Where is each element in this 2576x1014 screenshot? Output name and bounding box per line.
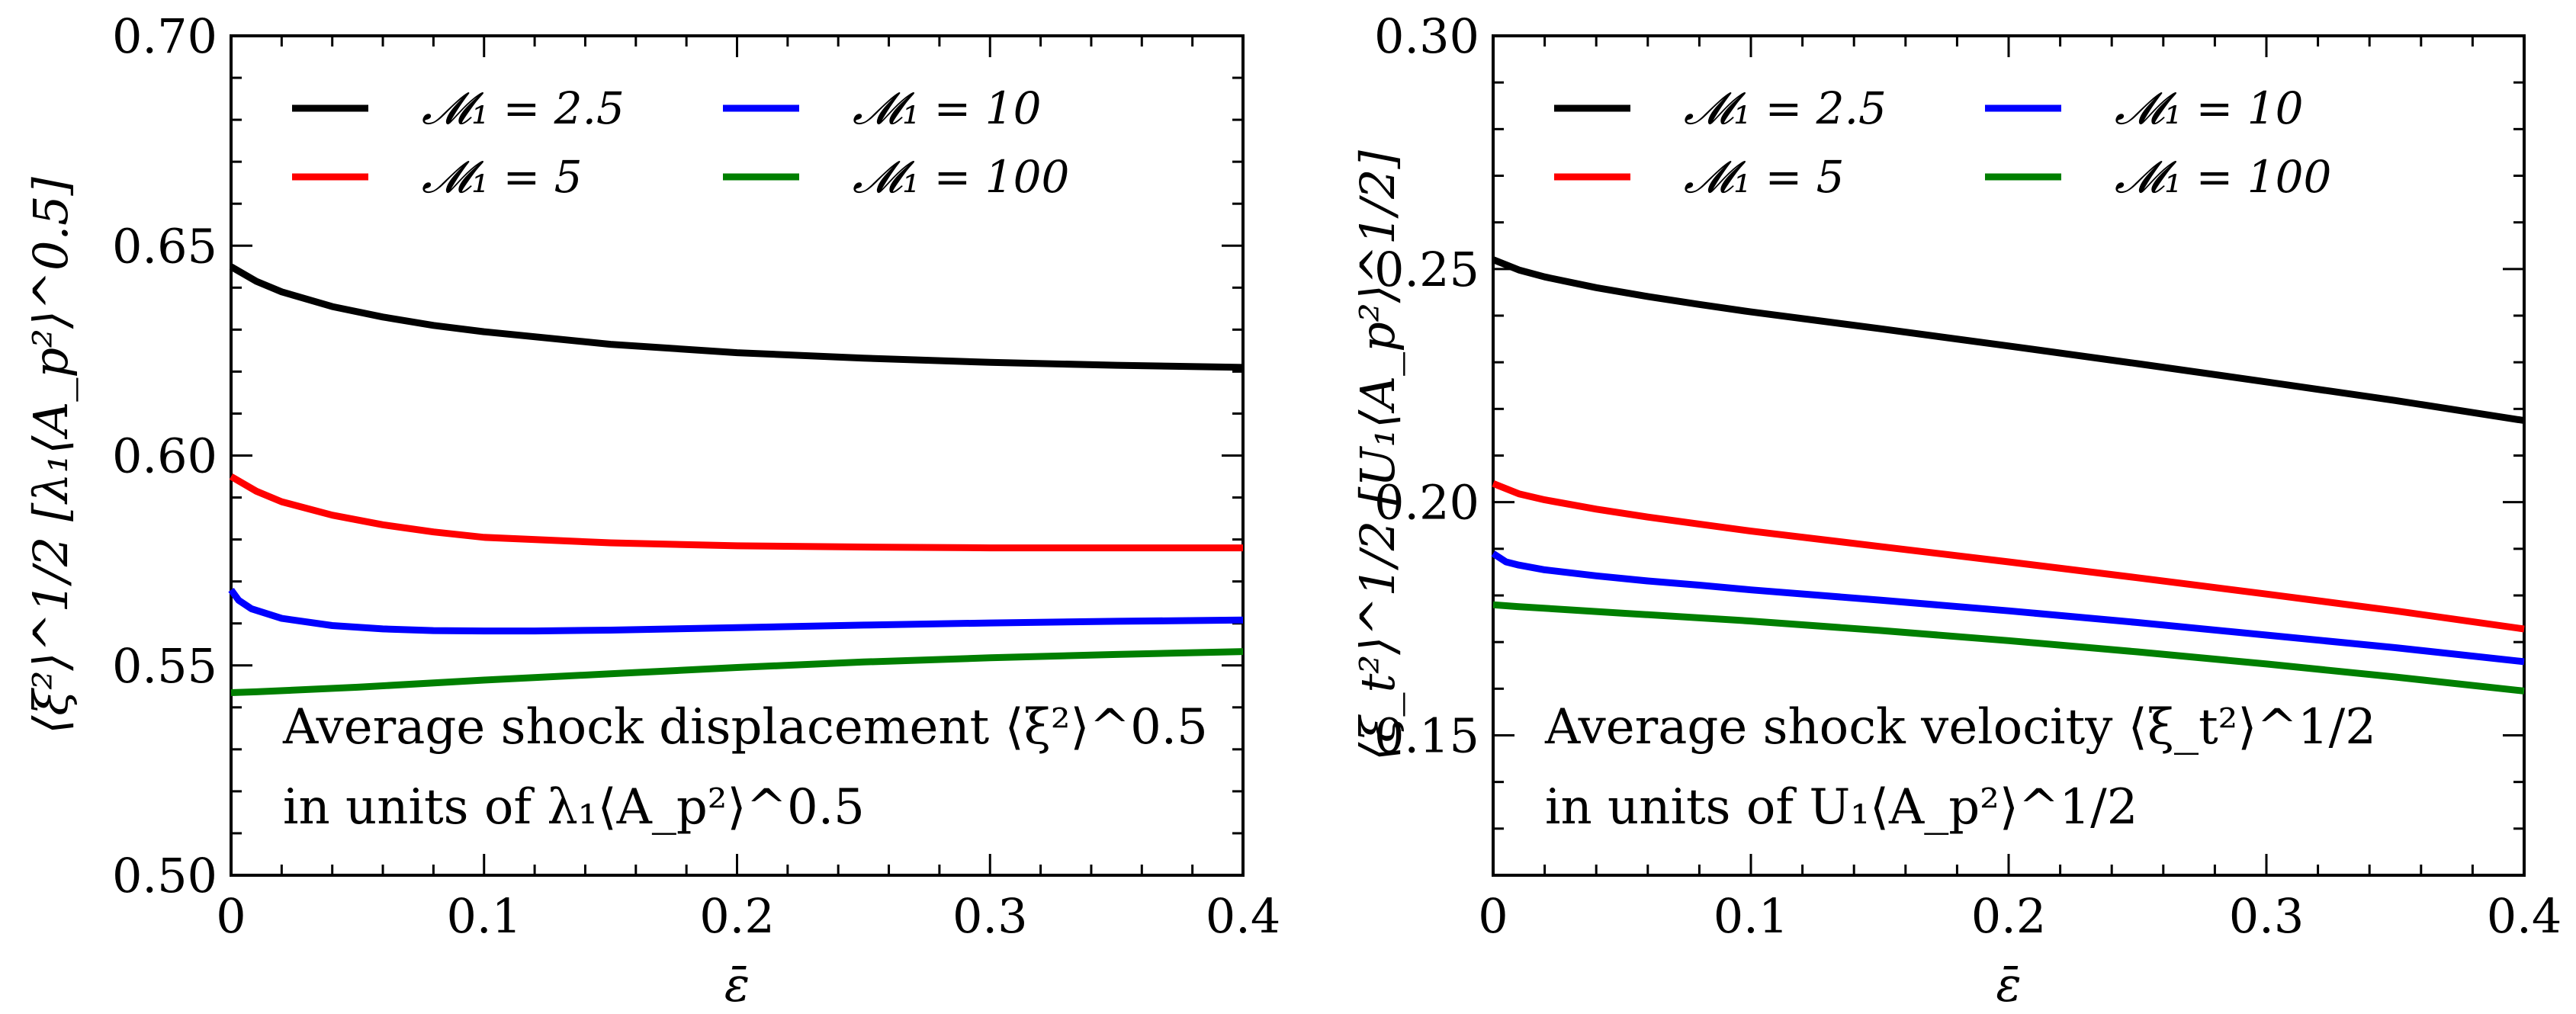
y-tick-label: 0.55 bbox=[112, 638, 217, 694]
x-tick-label: 0.2 bbox=[699, 888, 775, 944]
legend-label: 𝓜₁ = 5 bbox=[1684, 151, 1845, 203]
x-tick-label: 0 bbox=[216, 888, 246, 944]
legend-label: 𝓜₁ = 10 bbox=[853, 82, 1042, 134]
chart-panel-2: 0 0.1 0.2 0.3 0.4 0.15 0.20 0.25 0.30 ε̄ ⟨ξ_t²⟩^1/… bbox=[1350, 8, 2562, 1012]
series-line-4 bbox=[1493, 605, 2524, 691]
x-axis-label: ε̄ bbox=[724, 957, 750, 1012]
legend-label: 𝓜₁ = 100 bbox=[2115, 151, 2331, 203]
y-tick-label: 0.20 bbox=[1374, 475, 1479, 531]
x-tick-label: 0 bbox=[1478, 888, 1508, 944]
legend-label: 𝓜₁ = 5 bbox=[422, 151, 583, 203]
y-tick-label: 0.25 bbox=[1374, 242, 1479, 297]
annotation-line-1: Average shock displacement ⟨ξ²⟩^0.5 bbox=[282, 699, 1208, 756]
x-tick-label: 0.4 bbox=[2487, 888, 2562, 944]
annotation-line-1: Average shock velocity ⟨ξ_t²⟩^1/2 bbox=[1544, 699, 2376, 756]
x-axis-label: ε̄ bbox=[1996, 957, 2021, 1012]
y-axis-label: ⟨ξ²⟩^1/2 [λ₁⟨A_p²⟩^0.5] bbox=[23, 176, 79, 733]
x-tick-label: 0.3 bbox=[2229, 888, 2305, 944]
chart-panel-1: 0 0.1 0.2 0.3 0.4 0.50 0.55 0.60 0.65 0.70 ε̄ ⟨ξ²⟩^… bbox=[23, 8, 1280, 1012]
x-tick-label: 0.4 bbox=[1206, 888, 1281, 944]
series-line-1 bbox=[1493, 260, 2524, 421]
series-line-2 bbox=[1493, 483, 2524, 629]
y-tick-label: 0.70 bbox=[112, 8, 217, 64]
series-line-3 bbox=[231, 590, 1243, 631]
y-tick-label: 0.15 bbox=[1374, 708, 1479, 764]
y-tick-label: 0.50 bbox=[112, 848, 217, 903]
series-group bbox=[1493, 260, 2524, 692]
series-line-2 bbox=[231, 477, 1243, 548]
y-tick-label: 0.30 bbox=[1374, 8, 1479, 64]
x-tick-label: 0.1 bbox=[1714, 888, 1789, 944]
annotation-line-2: in units of λ₁⟨A_p²⟩^0.5 bbox=[283, 779, 865, 836]
legend-label: 𝓜₁ = 10 bbox=[2115, 82, 2304, 134]
y-tick-label: 0.65 bbox=[112, 218, 217, 274]
x-tick-label: 0.2 bbox=[1971, 888, 2047, 944]
series-line-3 bbox=[1493, 554, 2524, 662]
y-tick-label: 0.60 bbox=[112, 428, 217, 484]
y-axis-label: ⟨ξ_t²⟩^1/2 [U₁⟨A_p²⟩^1/2] bbox=[1350, 149, 1405, 760]
legend-label: 𝓜₁ = 2.5 bbox=[422, 82, 625, 134]
legend-label: 𝓜₁ = 2.5 bbox=[1684, 82, 1887, 134]
x-tick-label: 0.1 bbox=[446, 888, 522, 944]
series-line-1 bbox=[231, 267, 1243, 367]
legend-label: 𝓜₁ = 100 bbox=[853, 151, 1069, 203]
x-tick-label: 0.3 bbox=[952, 888, 1028, 944]
annotation-line-2: in units of U₁⟨A_p²⟩^1/2 bbox=[1545, 779, 2138, 836]
series-group bbox=[231, 267, 1243, 693]
series-line-4 bbox=[231, 652, 1243, 693]
